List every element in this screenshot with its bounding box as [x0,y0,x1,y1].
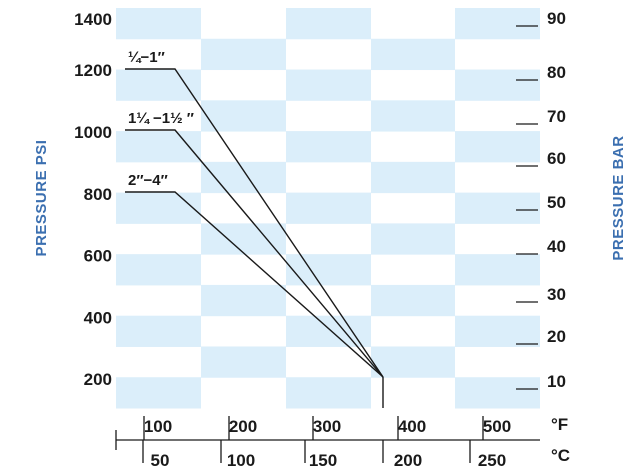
y-right-tick-label: 10 [547,372,566,391]
x-bottom-unit-label: °C [551,446,570,465]
grid-cell [201,223,286,255]
grid-cell [286,131,371,163]
grid-cell [455,377,540,409]
grid-cell [371,346,455,378]
y-right-tick-label: 80 [547,63,566,82]
grid-cell [116,192,201,224]
grid-cell [286,315,371,347]
grid-cell [116,254,201,286]
right-axis: 10 20 30 40 50 60 70 80 90 [516,9,566,391]
x-top-tick-label: 100 [144,417,172,436]
grid-cell [201,346,286,378]
y-left-tick-label: 800 [84,185,112,204]
x-bottom-tick-label: 200 [394,451,422,470]
y-right-tick-label: 40 [547,237,566,256]
grid-cell [371,161,455,194]
grid-cell [371,100,455,132]
grid-cell [201,284,286,317]
y-left-tick-label: 1400 [74,10,112,29]
series-label: 1¼ −1½ ″ [128,110,194,127]
grid-cell [286,254,371,286]
x-top-tick-label: 200 [229,417,257,436]
grid-cell [116,315,201,347]
x-bottom-tick-label: 250 [478,451,506,470]
grid-cell [201,38,286,71]
series-label: 2″−4″ [128,172,168,189]
x-axis: 100 200 300 400 500 50 100 150 200 250 °F °C [115,415,570,470]
y-right-tick-label: 90 [547,9,566,28]
grid-cell [116,8,201,40]
x-top-tick-label: 400 [398,417,426,436]
series-line [125,191,384,378]
grid-cell [201,161,286,194]
y-axis-left-title: PRESSURE PSI [33,140,50,257]
grid-cell [455,69,540,101]
grid-cell [201,100,286,132]
grid-cell [116,377,201,409]
y-left-tick-label: 400 [84,308,112,327]
grid-cell [455,131,540,163]
x-top-tick-label: 500 [483,417,511,436]
x-bottom-tick-label: 150 [309,451,337,470]
grid-cell [116,131,201,163]
background-grid [116,8,540,409]
grid-cell [116,69,201,101]
y-left-tick-label: 1200 [74,61,112,80]
grid-cell [286,192,371,224]
x-top-unit-label: °F [551,415,568,434]
y-axis-right-title: PRESSURE BAR [610,135,627,260]
series-line [125,129,384,378]
x-bottom-tick-label: 50 [151,451,170,470]
y-right-tick-label: 20 [547,327,566,346]
grid-cell [286,69,371,101]
y-right-tick-label: 70 [547,107,566,126]
left-axis: 200 400 600 800 1000 1200 1400 [74,10,112,389]
y-right-tick-label: 30 [547,285,566,304]
grid-cell [455,254,540,286]
x-bottom-tick-label: 100 [227,451,255,470]
grid-cell [286,8,371,40]
y-right-tick-label: 50 [547,193,566,212]
series-lines: ¼−1″ 1¼ −1½ ″ 2″−4″ [125,49,384,408]
y-left-tick-label: 600 [84,247,112,266]
x-top-tick-label: 300 [313,417,341,436]
grid-cell [455,315,540,347]
grid-cell [371,284,455,317]
y-left-tick-label: 200 [84,370,112,389]
grid-cell [455,8,540,40]
grid-cell [455,192,540,224]
series-line [125,68,384,378]
y-right-tick-label: 60 [547,149,566,168]
y-left-tick-label: 1000 [74,123,112,142]
series-label: ¼−1″ [128,49,165,66]
grid-cell [371,38,455,71]
grid-cell [286,377,371,409]
grid-cell [371,223,455,255]
